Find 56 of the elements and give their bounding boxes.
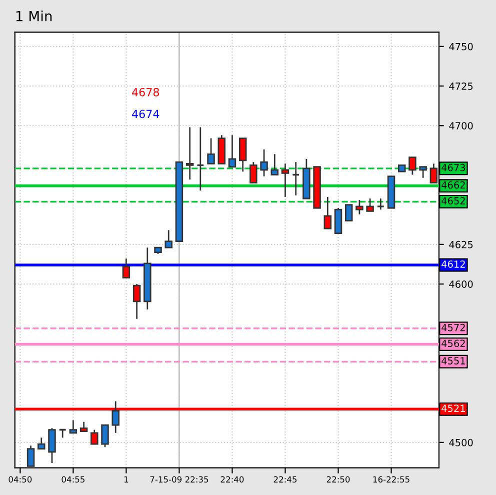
candlestick [38,436,46,450]
x-tick-label: 04:50 [8,476,32,483]
x-tick-label: 7-15-09 22:35 [150,476,208,483]
ref-line-label: 4562 [442,340,465,348]
candlestick [334,207,342,234]
x-tick-label: 22:40 [220,476,244,483]
annotation: 4678 [132,88,160,96]
candlestick [207,138,215,164]
candlestick [26,444,35,467]
candlestick [430,162,438,184]
candlestick [48,427,56,464]
candlestick [260,148,268,178]
candlestick [69,420,78,434]
candlestick [122,258,130,278]
candlestick [112,400,120,434]
y-tick-label: 4500 [449,438,473,446]
candlestick [356,199,364,216]
candlestick [228,134,236,168]
candlestick [292,161,300,196]
candlestick [132,283,141,320]
candlestick [419,166,427,179]
y-tick-label: 4700 [449,122,473,130]
x-tick-label: 22:50 [326,476,350,483]
y-tick-label: 4600 [449,280,473,288]
candlestick [376,198,385,210]
candlestick [408,156,416,176]
y-tick-label: 4625 [449,240,473,248]
y-tick-label: 4725 [449,82,473,90]
candlestick [281,162,290,198]
candlestick [344,204,353,222]
ref-line-label: 4652 [442,197,465,204]
ref-line-label: 4612 [442,260,465,268]
candlestick [58,428,67,438]
y-tick-label: 4750 [449,42,473,50]
candlestick [90,429,98,445]
x-tick-label: 04:55 [62,476,84,483]
candlestick [270,153,279,176]
candlestick [164,229,172,248]
candlestick [101,424,109,448]
ref-line-label: 4551 [442,357,465,364]
candlestick [186,126,194,180]
candlestick [196,126,204,192]
ref-line-label: 4673 [442,164,466,172]
candlestick [250,161,258,184]
candlestick [366,198,374,212]
ref-line-label: 4572 [442,324,465,332]
ref-line-label: 4662 [442,181,465,189]
ref-line-label: 4521 [442,404,465,412]
x-tick-label: 1 [124,476,128,482]
x-tick-label: 22:45 [274,476,297,483]
candlestick [238,138,247,172]
candlestick [324,196,332,230]
chart-title: 1 Min [16,10,52,22]
x-tick-label: 16-22:55 [373,476,410,483]
annotation: 4674 [132,110,160,118]
candlestick [80,421,88,432]
